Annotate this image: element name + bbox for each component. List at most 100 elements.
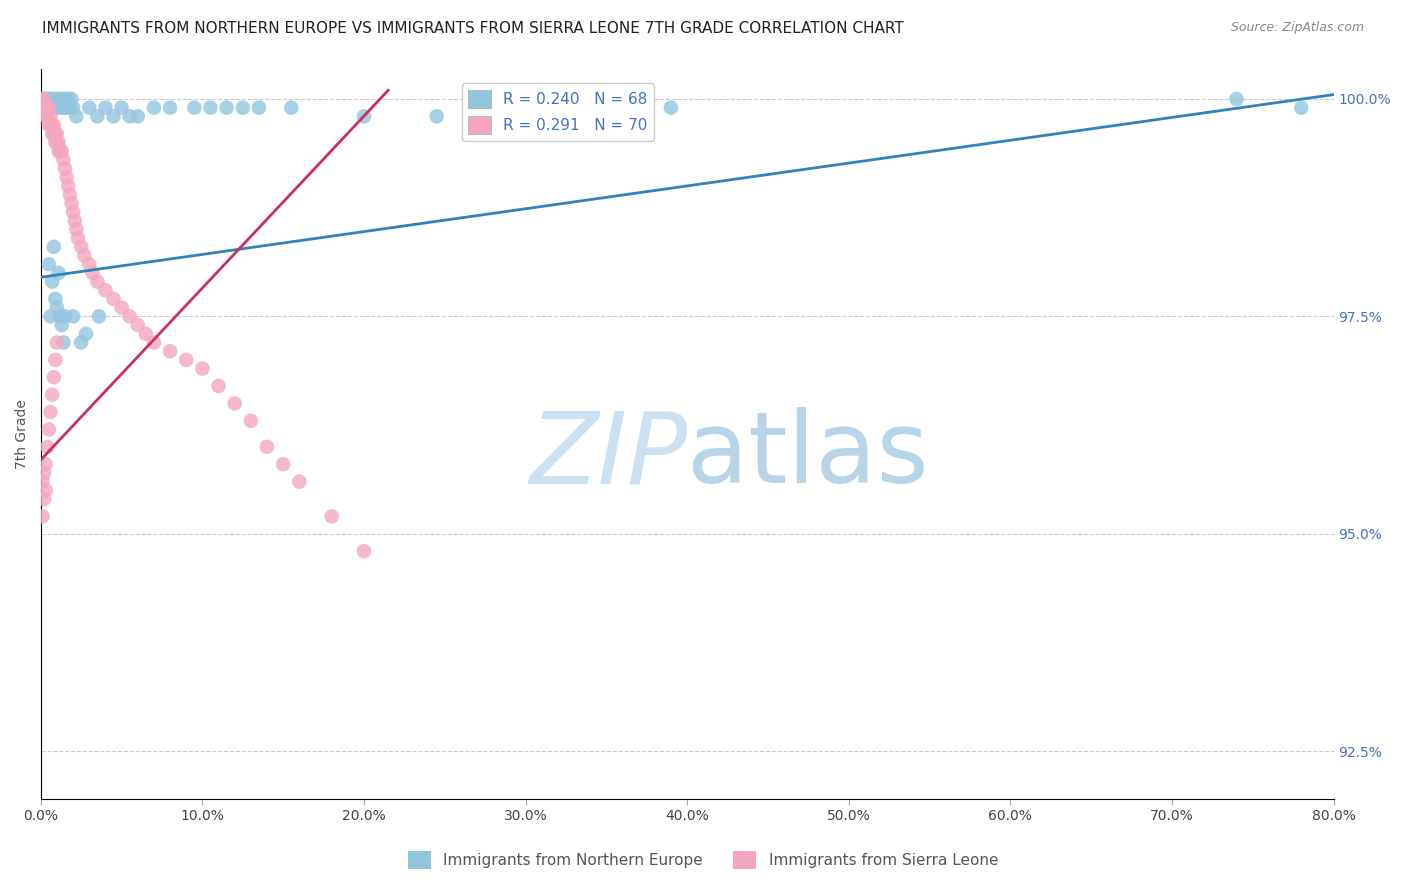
- Point: [42, 127, 65, 141]
- Point: [55, 101, 77, 115]
- Point: [37, 101, 59, 115]
- Point: [62, 310, 84, 324]
- Point: [110, 101, 132, 115]
- Point: [79, 101, 101, 115]
- Point: [215, 101, 238, 115]
- Point: [62, 101, 84, 115]
- Point: [31, 92, 53, 106]
- Point: [34, 101, 56, 115]
- Point: [38, 118, 60, 132]
- Point: [42, 92, 65, 106]
- Point: [82, 266, 104, 280]
- Point: [53, 92, 76, 106]
- Point: [38, 92, 60, 106]
- Point: [103, 109, 125, 123]
- Point: [48, 92, 70, 106]
- Point: [271, 457, 294, 471]
- Point: [38, 257, 60, 271]
- Point: [506, 101, 529, 115]
- Point: [44, 292, 66, 306]
- Point: [44, 127, 66, 141]
- Point: [44, 101, 66, 115]
- Point: [66, 231, 89, 245]
- Point: [73, 248, 96, 262]
- Point: [52, 101, 75, 115]
- Point: [32, 466, 55, 480]
- Point: [174, 352, 197, 367]
- Legend: Immigrants from Northern Europe, Immigrants from Sierra Leone: Immigrants from Northern Europe, Immigra…: [402, 845, 1004, 875]
- Point: [37, 440, 59, 454]
- Text: ZIP: ZIP: [529, 408, 688, 504]
- Point: [53, 310, 76, 324]
- Point: [34, 92, 56, 106]
- Point: [1225, 92, 1247, 106]
- Point: [31, 101, 53, 115]
- Point: [46, 101, 69, 115]
- Point: [426, 109, 449, 123]
- Point: [31, 92, 53, 106]
- Legend: R = 0.240   N = 68, R = 0.291   N = 70: R = 0.240 N = 68, R = 0.291 N = 70: [463, 84, 654, 141]
- Point: [159, 344, 181, 359]
- Point: [49, 144, 72, 158]
- Point: [34, 101, 56, 115]
- Point: [31, 509, 53, 524]
- Point: [32, 101, 55, 115]
- Point: [62, 205, 84, 219]
- Point: [52, 335, 75, 350]
- Point: [41, 387, 63, 401]
- Point: [37, 101, 59, 115]
- Text: IMMIGRANTS FROM NORTHERN EUROPE VS IMMIGRANTS FROM SIERRA LEONE 7TH GRADE CORREL: IMMIGRANTS FROM NORTHERN EUROPE VS IMMIG…: [42, 21, 904, 36]
- Point: [41, 101, 63, 115]
- Y-axis label: 7th Grade: 7th Grade: [15, 399, 30, 468]
- Point: [70, 240, 93, 254]
- Point: [41, 275, 63, 289]
- Point: [41, 127, 63, 141]
- Point: [48, 266, 70, 280]
- Point: [94, 101, 117, 115]
- Point: [46, 127, 69, 141]
- Point: [46, 136, 69, 150]
- Point: [103, 292, 125, 306]
- Point: [59, 101, 82, 115]
- Point: [65, 222, 87, 236]
- Point: [52, 153, 75, 167]
- Point: [200, 101, 222, 115]
- Point: [39, 101, 62, 115]
- Point: [32, 491, 55, 506]
- Point: [31, 475, 53, 489]
- Point: [42, 240, 65, 254]
- Point: [353, 109, 375, 123]
- Point: [41, 92, 63, 106]
- Point: [70, 335, 93, 350]
- Point: [65, 109, 87, 123]
- Point: [44, 352, 66, 367]
- Point: [58, 178, 80, 193]
- Point: [86, 275, 108, 289]
- Point: [32, 92, 55, 106]
- Point: [49, 310, 72, 324]
- Point: [39, 109, 62, 123]
- Point: [191, 361, 214, 376]
- Point: [321, 509, 343, 524]
- Point: [94, 283, 117, 297]
- Point: [579, 101, 602, 115]
- Point: [142, 335, 165, 350]
- Point: [60, 196, 83, 211]
- Point: [44, 136, 66, 150]
- Point: [224, 396, 246, 410]
- Point: [127, 109, 149, 123]
- Point: [39, 405, 62, 419]
- Point: [42, 118, 65, 132]
- Point: [32, 92, 55, 106]
- Point: [127, 318, 149, 332]
- Point: [48, 144, 70, 158]
- Point: [34, 457, 56, 471]
- Point: [353, 544, 375, 558]
- Point: [288, 475, 311, 489]
- Point: [87, 310, 110, 324]
- Point: [38, 101, 60, 115]
- Point: [49, 101, 72, 115]
- Point: [659, 101, 682, 115]
- Point: [31, 101, 53, 115]
- Point: [142, 101, 165, 115]
